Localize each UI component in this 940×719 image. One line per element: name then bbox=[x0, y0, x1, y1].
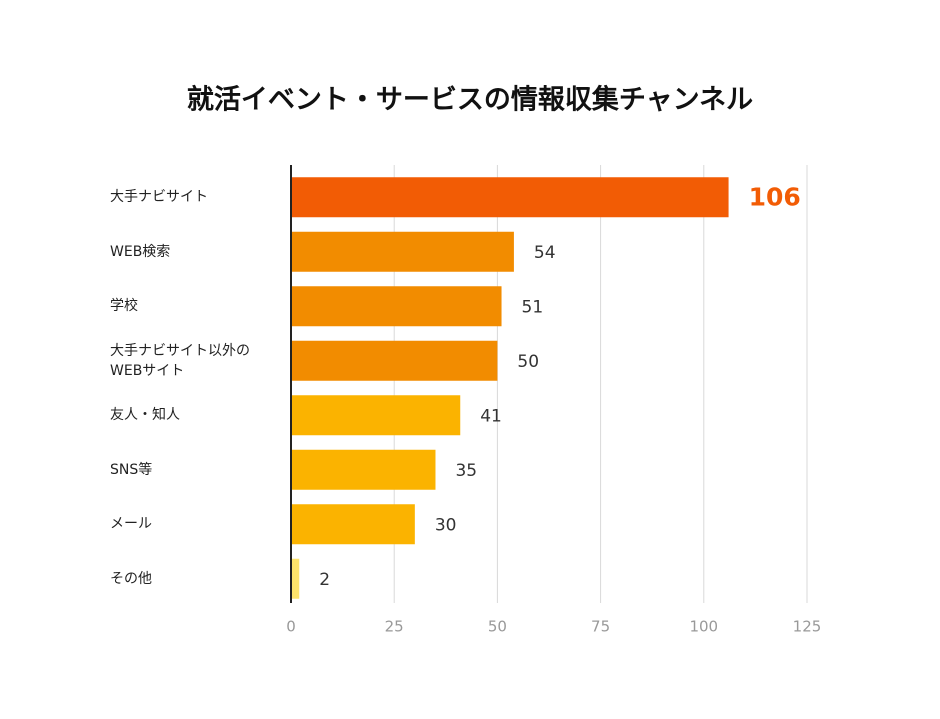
x-tick-label: 75 bbox=[591, 618, 610, 636]
value-label: 30 bbox=[435, 515, 457, 535]
value-label: 35 bbox=[455, 461, 477, 481]
x-tick-label: 50 bbox=[488, 618, 507, 636]
bar bbox=[291, 177, 729, 218]
category-label: 大手ナビサイト bbox=[110, 189, 208, 206]
category-label: 友人・知人 bbox=[110, 407, 180, 424]
bar bbox=[291, 286, 502, 327]
x-tick-label: 0 bbox=[286, 618, 296, 636]
x-tick-label: 100 bbox=[689, 618, 718, 636]
category-label: その他 bbox=[110, 570, 152, 587]
value-label: 106 bbox=[749, 182, 801, 211]
bar bbox=[291, 231, 514, 272]
value-label: 2 bbox=[319, 570, 330, 590]
category-label: SNS等 bbox=[110, 461, 153, 478]
value-label: 51 bbox=[522, 297, 544, 317]
x-tick-label: 25 bbox=[385, 618, 404, 636]
bar bbox=[291, 558, 300, 599]
value-label: 50 bbox=[517, 352, 539, 372]
value-label: 54 bbox=[534, 243, 556, 263]
category-label: WEB検索 bbox=[110, 243, 171, 260]
bar bbox=[291, 449, 436, 490]
x-tick-label: 125 bbox=[793, 618, 822, 636]
category-label: メール bbox=[110, 516, 152, 533]
bar bbox=[291, 395, 461, 436]
category-label: 大手ナビサイト以外の WEBサイト bbox=[110, 342, 250, 379]
value-label: 41 bbox=[480, 406, 502, 426]
bar bbox=[291, 340, 498, 381]
chart-title: 就活イベント・サービスの情報収集チャンネル bbox=[187, 84, 753, 116]
bar bbox=[291, 504, 415, 545]
category-label: 学校 bbox=[110, 298, 138, 315]
